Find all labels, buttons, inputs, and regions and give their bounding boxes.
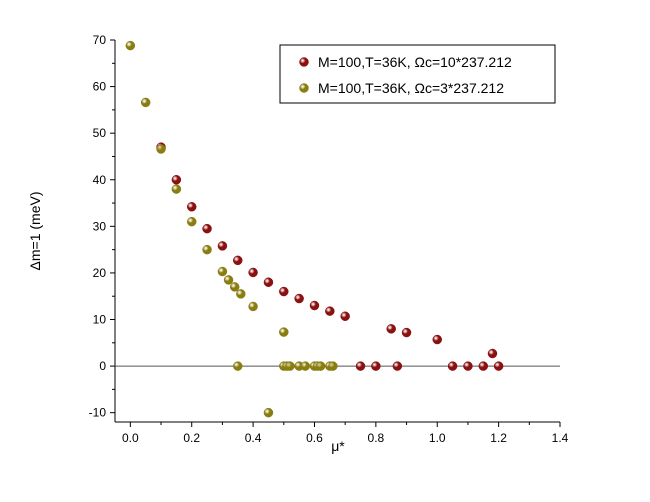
y-tick-label: 60 <box>93 80 107 94</box>
data-point <box>279 286 289 297</box>
x-axis-title: μ* <box>331 438 345 454</box>
data-point <box>171 175 182 185</box>
x-tick-label: 1.2 <box>490 431 507 445</box>
y-tick-label: 70 <box>93 33 107 47</box>
data-point <box>300 361 311 371</box>
data-point <box>186 216 197 227</box>
legend-label: M=100,T=36K, Ωc=3*237.212 <box>318 80 504 96</box>
data-point <box>432 334 442 345</box>
x-tick-label: 0.2 <box>183 431 200 445</box>
legend-box <box>279 44 556 104</box>
x-tick-label: 0.4 <box>245 431 262 445</box>
y-axis: -10 0 10 20 30 40 50 60 70 <box>89 33 115 420</box>
legend: M=100,T=36K, Ωc=10*237.212 M=100,T=36K, Ω… <box>279 44 556 104</box>
x-axis: 0.0 0.2 0.4 0.6 0.8 1.0 1.2 1.4 <box>122 422 569 445</box>
data-point <box>447 361 458 371</box>
y-tick-label: 50 <box>93 126 107 140</box>
y-tick-label: 10 <box>93 313 107 327</box>
data-point <box>233 361 243 371</box>
data-point <box>186 202 197 212</box>
data-point <box>340 311 350 322</box>
data-point <box>263 277 274 287</box>
data-point <box>478 361 489 371</box>
data-point <box>355 361 366 371</box>
data-point <box>371 361 381 371</box>
data-point <box>279 327 289 337</box>
data-point <box>217 241 228 251</box>
data-point <box>202 223 212 234</box>
y-tick-label: 20 <box>93 266 107 280</box>
data-point <box>294 293 304 304</box>
y-tick-label: 0 <box>99 359 106 373</box>
data-point <box>236 289 246 299</box>
x-tick-label: 0.8 <box>368 431 385 445</box>
data-point <box>140 97 151 108</box>
x-tick-label: 0.0 <box>122 431 139 445</box>
data-point <box>309 300 320 311</box>
data-point <box>223 275 234 285</box>
legend-marker <box>299 57 309 67</box>
data-point <box>156 144 166 154</box>
data-point <box>487 348 498 359</box>
data-point <box>229 282 240 292</box>
data-point <box>248 267 258 278</box>
data-point <box>463 361 473 371</box>
data-point <box>285 361 295 371</box>
x-tick-label: 0.6 <box>306 431 323 445</box>
axis-titles: μ* Δm=1 (meV) <box>27 192 345 454</box>
x-tick-label: 1.4 <box>552 431 569 445</box>
data-point <box>493 361 504 371</box>
data-point <box>263 407 274 418</box>
legend-label: M=100,T=36K, Ωc=10*237.212 <box>318 54 512 70</box>
data-point <box>392 361 403 371</box>
data-point <box>401 327 412 338</box>
data-point <box>315 361 326 371</box>
data-point <box>125 40 136 51</box>
legend-marker <box>299 83 309 93</box>
data-point <box>217 266 228 277</box>
plot-frame <box>114 40 560 423</box>
x-tick-label: 1.0 <box>429 431 446 445</box>
data-points <box>125 40 504 418</box>
data-point <box>248 301 258 312</box>
y-tick-label: 30 <box>93 219 107 233</box>
y-tick-label: -10 <box>89 406 107 420</box>
data-point <box>171 184 182 194</box>
data-point <box>233 255 243 266</box>
data-point <box>325 306 335 316</box>
data-point <box>386 324 396 334</box>
y-tick-label: 40 <box>93 173 107 187</box>
data-point <box>202 244 212 255</box>
data-point <box>328 361 338 371</box>
y-axis-title: Δm=1 (meV) <box>27 192 43 271</box>
